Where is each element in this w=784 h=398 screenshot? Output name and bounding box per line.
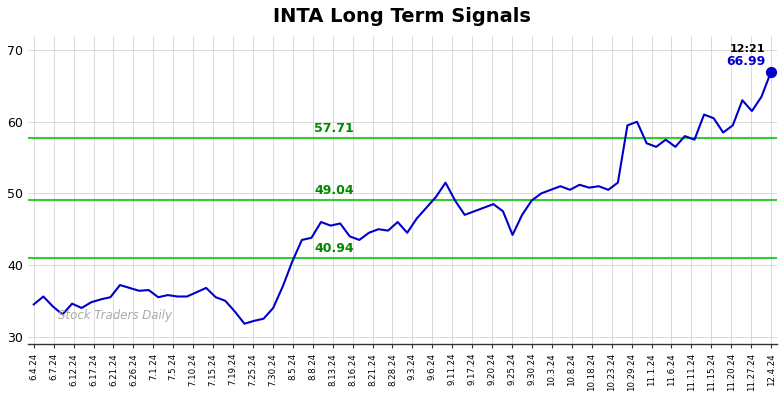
Text: 12:21: 12:21 <box>730 44 765 54</box>
Text: Stock Traders Daily: Stock Traders Daily <box>58 309 172 322</box>
Text: 57.71: 57.71 <box>314 122 354 135</box>
Text: 49.04: 49.04 <box>314 184 354 197</box>
Text: 66.99: 66.99 <box>726 55 765 68</box>
Point <box>765 68 778 75</box>
Text: 40.94: 40.94 <box>314 242 354 255</box>
Title: INTA Long Term Signals: INTA Long Term Signals <box>274 7 532 26</box>
